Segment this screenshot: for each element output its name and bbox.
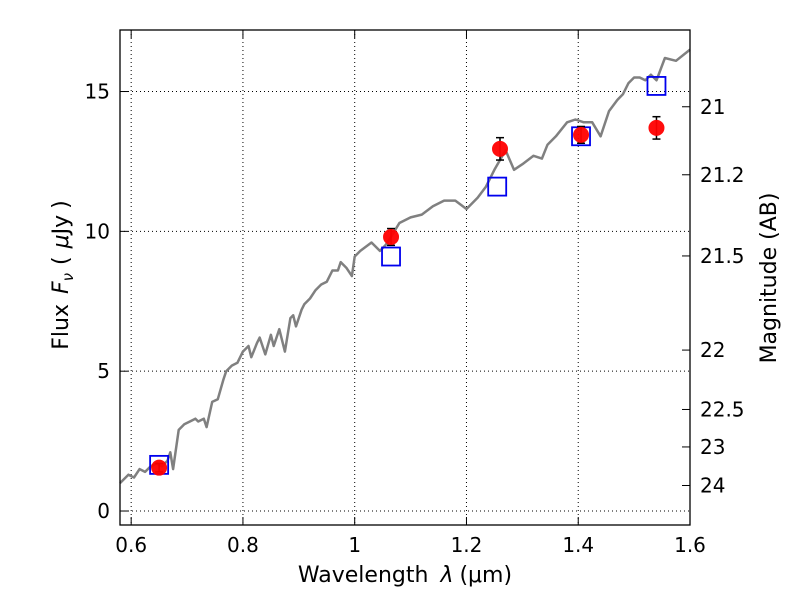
y-tick-label: 10 xyxy=(85,219,110,243)
grid-lines xyxy=(120,30,691,525)
y2-tick-label: 22 xyxy=(700,338,725,362)
x-axis-label-prefix: Wavelength xyxy=(298,563,429,588)
y-axis-label-mu: μ xyxy=(49,234,74,249)
observed-point xyxy=(573,126,590,143)
x-tick-label: 0.6 xyxy=(115,533,147,557)
y2-tick-label: 21.2 xyxy=(700,163,745,187)
x-tick-label: 1.2 xyxy=(451,533,483,557)
y-tick-label: 5 xyxy=(97,359,110,383)
observed-point xyxy=(648,119,665,136)
synthetic-point xyxy=(487,176,508,197)
y-tick-label: 0 xyxy=(97,499,110,523)
axis-ticks: 0.6 0.8 1 1.2 1.4 1.6 0 5 10 15 21 21.2 21.5 22 22.5 23… xyxy=(85,30,745,557)
y-axis-label-subscript: ν xyxy=(59,273,77,281)
y2-tick-label: 21 xyxy=(700,95,725,119)
x-axis-label: Wavelength λ (μm) xyxy=(298,563,512,588)
y-tick-label: 15 xyxy=(85,80,110,104)
model-spectrum xyxy=(119,48,691,484)
y-axis-label-symbol: F xyxy=(49,281,74,294)
y-axis-label-close: ) xyxy=(49,200,74,209)
y2-tick-label: 21.5 xyxy=(700,244,745,268)
model-spectrum-line xyxy=(119,48,691,484)
y-axis-label-open: ( xyxy=(49,256,74,265)
synthetic-point xyxy=(646,76,667,96)
y2-axis-label: Magnitude (AB) xyxy=(757,193,782,364)
y2-tick-label: 24 xyxy=(700,474,725,498)
observed-point xyxy=(383,228,400,245)
x-axis-label-unit: (μm) xyxy=(459,563,512,588)
x-tick-label: 1.6 xyxy=(674,533,706,557)
observed-point xyxy=(492,140,508,157)
x-tick-label: 1.4 xyxy=(562,533,594,557)
synthetic-point xyxy=(381,246,401,267)
x-tick-label: 1 xyxy=(348,533,361,557)
y2-tick-label: 22.5 xyxy=(700,397,745,421)
x-tick-label: 0.8 xyxy=(227,533,259,557)
observed-photometry-series xyxy=(151,115,665,476)
y-axis-label-unit: Jy xyxy=(49,215,74,237)
x-axis-label-symbol: λ xyxy=(439,563,453,588)
y2-tick-label: 23 xyxy=(700,435,725,459)
y-axis-label: Flux Fν ( μJy) xyxy=(49,200,77,349)
observed-point xyxy=(151,459,168,476)
plot-frame xyxy=(119,29,691,526)
y-axis-label-prefix: Flux xyxy=(49,304,74,350)
